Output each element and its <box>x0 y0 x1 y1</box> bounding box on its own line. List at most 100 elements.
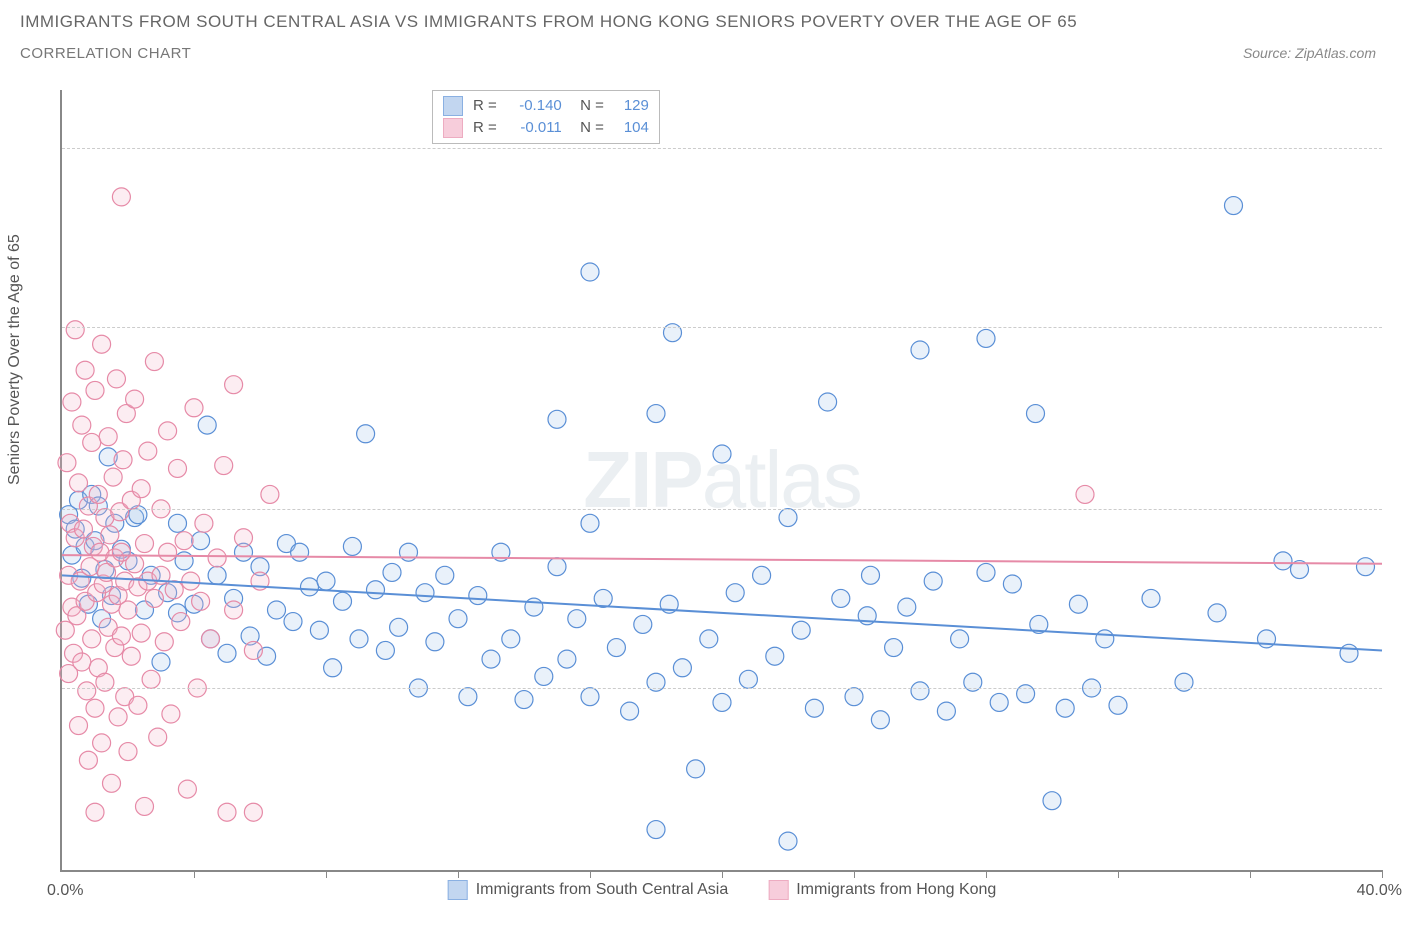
data-point <box>558 650 576 668</box>
data-point <box>244 803 262 821</box>
data-point <box>621 702 639 720</box>
data-point <box>426 633 444 651</box>
data-point <box>911 682 929 700</box>
data-point <box>208 566 226 584</box>
data-point <box>132 480 150 498</box>
data-point <box>119 601 137 619</box>
data-point <box>911 341 929 359</box>
data-point <box>951 630 969 648</box>
data-point <box>126 390 144 408</box>
gridline <box>62 148 1382 149</box>
data-point <box>114 451 132 469</box>
legend-item: Immigrants from Hong Kong <box>768 880 996 900</box>
data-point <box>152 653 170 671</box>
data-point <box>871 711 889 729</box>
data-point <box>192 532 210 550</box>
data-point <box>142 670 160 688</box>
data-point <box>1027 405 1045 423</box>
data-point <box>1225 197 1243 215</box>
x-max-label: 40.0% <box>1357 882 1402 900</box>
chart-subtitle: CORRELATION CHART <box>20 45 191 62</box>
bottom-legend: Immigrants from South Central Asia Immigr… <box>448 880 997 900</box>
data-point <box>175 552 193 570</box>
data-point <box>198 416 216 434</box>
data-point <box>119 743 137 761</box>
data-point <box>334 592 352 610</box>
data-point <box>525 598 543 616</box>
data-point <box>581 263 599 281</box>
y-axis-label: Seniors Poverty Over the Age of 65 <box>6 234 24 485</box>
data-point <box>469 587 487 605</box>
data-point <box>139 442 157 460</box>
data-point <box>235 529 253 547</box>
data-point <box>713 445 731 463</box>
data-point <box>73 416 91 434</box>
data-point <box>1076 485 1094 503</box>
data-point <box>1357 558 1375 576</box>
data-point <box>159 543 177 561</box>
x-tick <box>1250 870 1251 878</box>
data-point <box>357 425 375 443</box>
data-point <box>1340 644 1358 662</box>
data-point <box>165 581 183 599</box>
data-point <box>977 563 995 581</box>
data-point <box>1069 595 1087 613</box>
data-point <box>779 509 797 527</box>
data-point <box>581 514 599 532</box>
data-point <box>548 558 566 576</box>
gridline <box>62 688 1382 689</box>
x-tick <box>986 870 987 878</box>
data-point <box>739 670 757 688</box>
data-point <box>400 543 418 561</box>
data-point <box>195 514 213 532</box>
data-point <box>436 566 454 584</box>
data-point <box>208 549 226 567</box>
data-point <box>568 610 586 628</box>
y-tick-label: 6.3% <box>1392 679 1406 697</box>
data-point <box>132 624 150 642</box>
data-point <box>76 361 94 379</box>
data-point <box>673 659 691 677</box>
data-point <box>104 468 122 486</box>
data-point <box>93 335 111 353</box>
trend-line <box>62 575 1382 650</box>
data-point <box>700 630 718 648</box>
data-point <box>145 589 163 607</box>
data-point <box>112 188 130 206</box>
data-point <box>83 630 101 648</box>
data-point <box>215 457 233 475</box>
data-point <box>753 566 771 584</box>
data-point <box>70 717 88 735</box>
data-point <box>291 543 309 561</box>
gridline <box>62 327 1382 328</box>
data-point <box>63 393 81 411</box>
data-point <box>159 422 177 440</box>
data-point <box>449 610 467 628</box>
data-point <box>86 699 104 717</box>
data-point <box>1274 552 1292 570</box>
data-point <box>169 514 187 532</box>
data-point <box>819 393 837 411</box>
data-point <box>482 650 500 668</box>
data-point <box>390 618 408 636</box>
data-point <box>924 572 942 590</box>
chart-container: IMMIGRANTS FROM SOUTH CENTRAL ASIA VS IM… <box>0 0 1406 930</box>
data-point <box>845 688 863 706</box>
data-point <box>301 578 319 596</box>
data-point <box>169 459 187 477</box>
data-point <box>459 688 477 706</box>
data-point <box>937 702 955 720</box>
data-point <box>101 526 119 544</box>
data-point <box>218 644 236 662</box>
data-point <box>136 797 154 815</box>
data-point <box>83 433 101 451</box>
y-tick-label: 18.8% <box>1392 318 1406 336</box>
data-point <box>126 555 144 573</box>
y-tick-label: 25.0% <box>1392 139 1406 157</box>
data-point <box>1096 630 1114 648</box>
data-point <box>324 659 342 677</box>
data-point <box>93 734 111 752</box>
data-point <box>310 621 328 639</box>
legend-item: Immigrants from South Central Asia <box>448 880 729 900</box>
data-point <box>515 691 533 709</box>
